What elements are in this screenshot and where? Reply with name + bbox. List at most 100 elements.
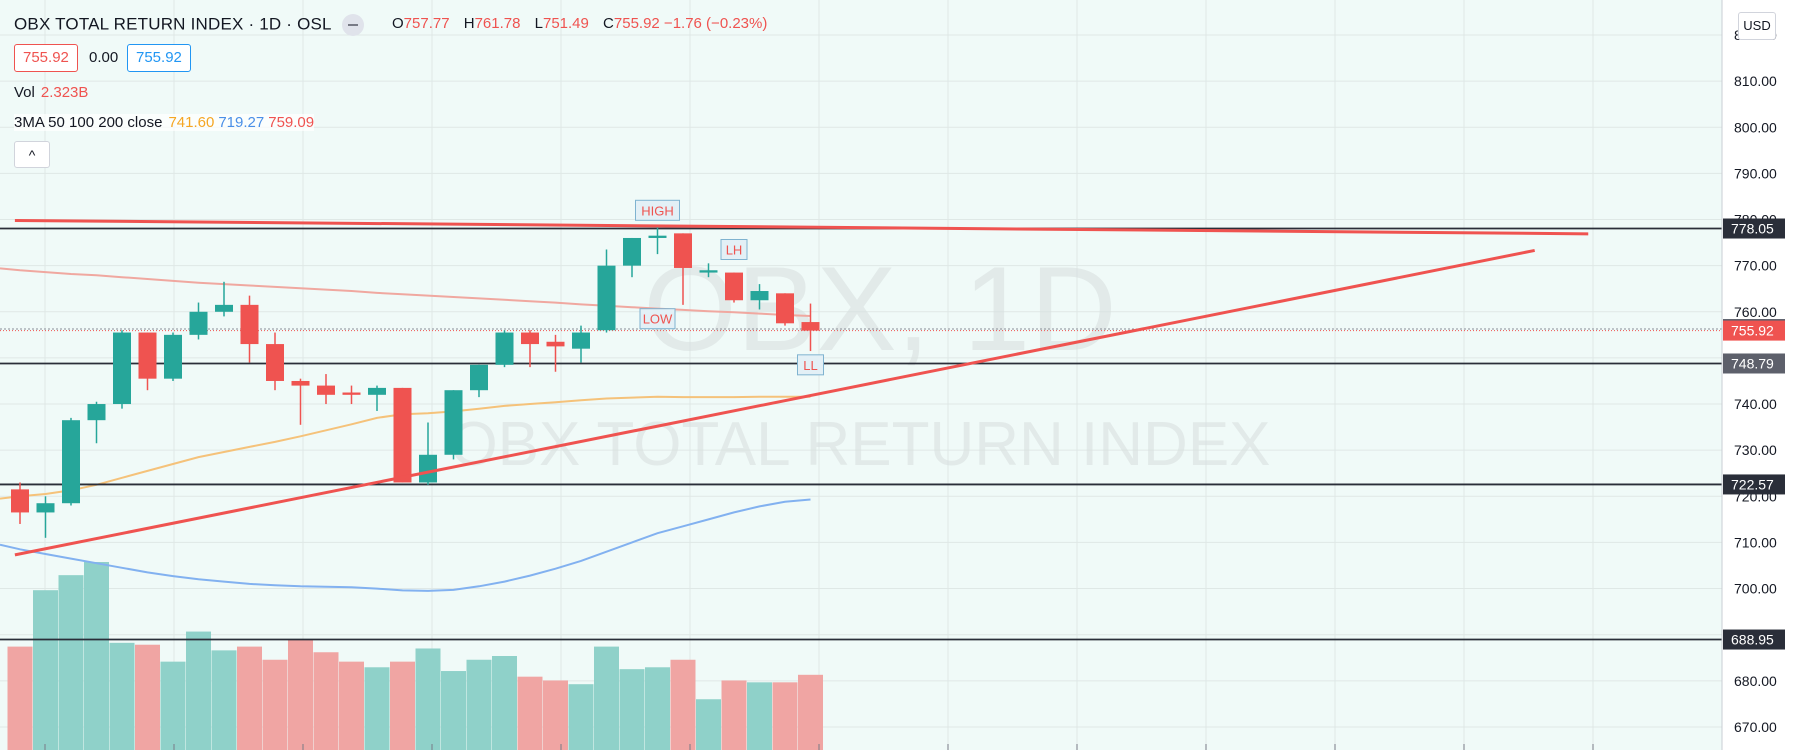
- annotation-box: [797, 354, 824, 376]
- volume-bar: [645, 667, 670, 750]
- volume-bar: [288, 639, 313, 750]
- low-key: L: [534, 15, 543, 32]
- close-value: 755.92 −1.76 (−0.23%): [613, 15, 768, 32]
- price-label-755.92: 755.92: [1731, 323, 1774, 339]
- annotation-lh: LH: [726, 243, 743, 258]
- volume-bar: [109, 642, 135, 750]
- volume-bar: [160, 661, 186, 750]
- candle-body: [546, 341, 565, 347]
- candle-body: [62, 420, 80, 504]
- volume-bar: [58, 575, 84, 750]
- price-tick-label: 730.00: [1734, 442, 1777, 458]
- volume-bar: [594, 646, 619, 750]
- candle-body: [674, 233, 692, 268]
- volume-label: Vol: [14, 84, 35, 101]
- price-tick-label: 770.00: [1734, 258, 1777, 274]
- volume-bar: [237, 646, 262, 750]
- open-key: O: [392, 15, 404, 32]
- price-label-688.95: 688.95: [1731, 632, 1774, 648]
- high-value: 761.78: [474, 15, 521, 32]
- volume-bar: [135, 644, 160, 750]
- candle-body: [138, 332, 157, 379]
- volume-bar: [390, 661, 415, 750]
- collapse-legend-button[interactable]: ^: [14, 141, 50, 168]
- currency-button[interactable]: USD: [1738, 12, 1776, 40]
- hide-legend-toggle[interactable]: [341, 14, 364, 36]
- price-tick-label: 800.00: [1734, 119, 1777, 135]
- candle-body: [444, 390, 463, 455]
- price-label-box: [1723, 353, 1785, 374]
- ma-legend[interactable]: 3MA 50 100 200 close 741.60 719.27 759.09: [14, 114, 315, 131]
- price-tick-label: 740.00: [1734, 396, 1777, 412]
- volume-legend[interactable]: Vol 2.323B: [14, 84, 88, 101]
- volume-bar: [492, 656, 517, 750]
- candle-body: [240, 304, 259, 345]
- symbol-title[interactable]: OBX TOTAL RETURN INDEX · 1D · OSL: [14, 14, 374, 36]
- watermark-symbol: OBX, 1D: [643, 242, 1117, 376]
- annotation-box: [639, 308, 676, 330]
- volume-bar: [747, 682, 772, 750]
- annotation-low: LOW: [643, 312, 673, 327]
- ma-label: 3MA 50 100 200 close: [14, 114, 163, 131]
- trendline: [14, 218, 1589, 236]
- candle-body: [419, 454, 437, 483]
- high-key: H: [463, 15, 475, 32]
- ohlc-legend: O757.77 H761.78 L751.49 C755.92 −1.76 (−…: [392, 15, 777, 32]
- volume-bar: [339, 661, 364, 750]
- candle-body: [648, 235, 667, 238]
- volume-bar: [466, 659, 492, 750]
- volume-bar: [568, 684, 594, 750]
- candle-body: [113, 332, 131, 405]
- price-tick-label: 810.00: [1734, 73, 1777, 89]
- price-label-778.05: 778.05: [1731, 221, 1774, 237]
- trendline: [14, 248, 1535, 557]
- candle-body: [291, 380, 310, 386]
- candle-body: [801, 322, 820, 331]
- ma100-value: 719.27: [218, 114, 265, 131]
- candle-body: [87, 404, 106, 421]
- candle-body: [750, 291, 769, 301]
- volume-bar: [543, 680, 568, 750]
- candle-body: [699, 270, 718, 273]
- volume-bar: [33, 590, 58, 750]
- annotation-box: [720, 239, 748, 261]
- candle-body: [495, 332, 514, 365]
- ma100-line: [0, 498, 811, 592]
- volume-bar: [7, 646, 33, 750]
- candle-body: [164, 334, 182, 379]
- open-value: 757.77: [403, 15, 450, 32]
- volume-bar: [772, 682, 798, 750]
- low-value: 751.49: [542, 15, 589, 32]
- volume-bar: [670, 659, 696, 750]
- volume-bar: [313, 652, 339, 750]
- candle-body: [11, 489, 29, 513]
- price-label-748.79: 748.79: [1731, 355, 1774, 371]
- buy-button[interactable]: 755.92: [127, 44, 191, 72]
- price-label-box: [1723, 474, 1785, 495]
- volume-bar: [211, 650, 237, 750]
- candle-body: [572, 332, 590, 349]
- volume-bar: [721, 680, 747, 750]
- volume-value: 2.323B: [40, 84, 89, 101]
- candle-body: [393, 387, 412, 483]
- price-tick-label: 760.00: [1734, 304, 1777, 320]
- price-label-box: [1723, 629, 1785, 650]
- price-tick-label: 670.00: [1734, 719, 1777, 735]
- volume-bar: [364, 667, 390, 750]
- price-tick-label: 700.00: [1734, 581, 1777, 597]
- sell-button[interactable]: 755.92: [14, 44, 78, 72]
- symbol-name: OBX TOTAL RETURN INDEX · 1D · OSL: [14, 14, 332, 34]
- annotation-high: HIGH: [641, 203, 674, 218]
- candle-body: [266, 344, 284, 381]
- ma200-value: 759.09: [268, 114, 315, 131]
- price-label-box: [1723, 218, 1785, 239]
- volume-bar: [84, 562, 109, 750]
- watermark-name: OBX TOTAL RETURN INDEX: [449, 410, 1270, 479]
- candle-body: [725, 272, 743, 301]
- candle-body: [189, 311, 208, 335]
- price-tick-label: 710.00: [1734, 534, 1777, 550]
- price-tick-label: 680.00: [1734, 673, 1777, 689]
- ma50-value: 741.60: [168, 114, 215, 131]
